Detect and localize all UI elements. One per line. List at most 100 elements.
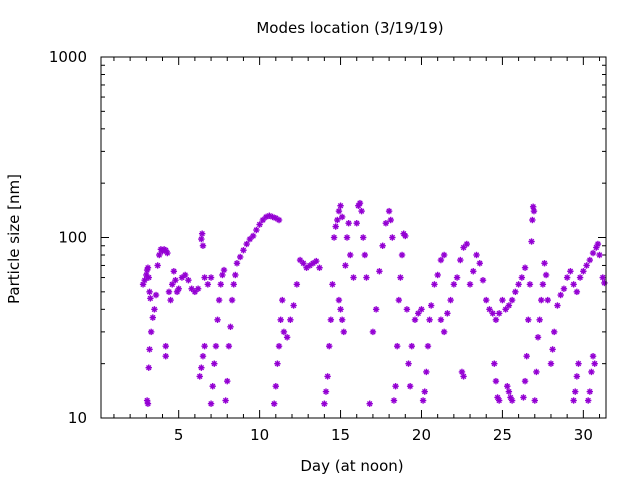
data-point [426, 316, 433, 323]
data-point [313, 257, 320, 265]
data-point [580, 268, 587, 275]
y-tick-label: 1000 [49, 48, 87, 66]
chart-title: Modes location (3/19/19) [256, 19, 443, 37]
data-point [434, 271, 441, 279]
data-point [437, 316, 445, 323]
data-point [199, 242, 207, 249]
data-point [151, 306, 158, 313]
data-point [547, 360, 555, 367]
data-point [573, 288, 581, 296]
data-point [279, 296, 286, 304]
data-point [392, 383, 399, 390]
data-point [356, 199, 364, 207]
data-point [233, 260, 241, 267]
data-point [327, 316, 335, 323]
data-point [324, 373, 331, 380]
y-axis-label: Particle size [nm] [5, 174, 23, 304]
data-point [270, 400, 278, 407]
data-point [146, 288, 153, 296]
data-point [573, 373, 581, 380]
data-point [283, 334, 291, 341]
data-point [167, 296, 174, 304]
data-point [554, 302, 561, 309]
x-tick-label: 20 [412, 426, 431, 444]
data-point [376, 268, 383, 275]
data-point [528, 238, 535, 245]
data-point [596, 251, 603, 259]
data-point [201, 274, 208, 281]
data-point [309, 260, 317, 267]
data-point [437, 256, 445, 264]
data-point [405, 360, 412, 367]
data-point [538, 296, 545, 304]
data-point [379, 242, 386, 249]
data-point [440, 251, 448, 259]
data-point [394, 342, 401, 350]
data-point [389, 234, 396, 241]
data-point [287, 316, 294, 323]
data-point [479, 277, 487, 284]
data-point [390, 397, 398, 404]
data-point [199, 352, 207, 360]
data-point [423, 368, 430, 376]
data-point [290, 302, 297, 309]
data-point [486, 306, 493, 313]
data-point [463, 240, 471, 248]
data-point [444, 310, 451, 317]
x-tick-label: 5 [174, 426, 184, 444]
data-point [440, 328, 448, 336]
data-point [489, 310, 496, 317]
data-point [398, 251, 406, 259]
data-point [144, 400, 152, 407]
data-point [322, 388, 330, 395]
data-point [599, 274, 606, 281]
x-axis-label: Day (at noon) [300, 457, 403, 475]
data-point [207, 274, 215, 281]
data-point [395, 296, 403, 304]
data-point [534, 334, 542, 341]
data-point [403, 306, 411, 313]
data-point [575, 360, 582, 367]
data-point [473, 251, 480, 259]
data-point [230, 281, 237, 288]
data-point [227, 323, 234, 331]
data-point [275, 342, 283, 350]
data-point [345, 220, 352, 227]
data-point [335, 207, 343, 215]
data-point [369, 328, 377, 336]
data-point [198, 230, 206, 237]
data-point [530, 207, 538, 215]
data-point [275, 216, 283, 224]
data-point [207, 400, 215, 407]
data-point [576, 274, 584, 281]
data-point [330, 234, 338, 241]
data-point [406, 383, 414, 390]
data-point [533, 368, 540, 376]
data-point [366, 400, 373, 407]
data-point [350, 274, 357, 281]
data-point [326, 342, 333, 350]
data-point [504, 383, 511, 390]
x-tick-label: 10 [250, 426, 269, 444]
data-point [457, 256, 464, 264]
data-point [588, 368, 595, 376]
data-point [453, 274, 461, 281]
data-point [214, 316, 221, 323]
data-point [209, 383, 216, 390]
data-point [415, 310, 422, 317]
data-point [329, 281, 336, 288]
data-point [243, 240, 250, 248]
data-point [541, 260, 548, 267]
x-tick-label: 15 [331, 426, 350, 444]
data-point [495, 397, 503, 404]
data-point [387, 216, 394, 224]
data-point [154, 262, 161, 269]
data-point [198, 235, 205, 243]
data-point [212, 342, 220, 350]
data-point [431, 281, 438, 288]
data-point [521, 264, 529, 271]
data-point [589, 352, 597, 360]
data-point [492, 377, 500, 385]
data-point [466, 281, 474, 288]
data-point [544, 296, 551, 304]
